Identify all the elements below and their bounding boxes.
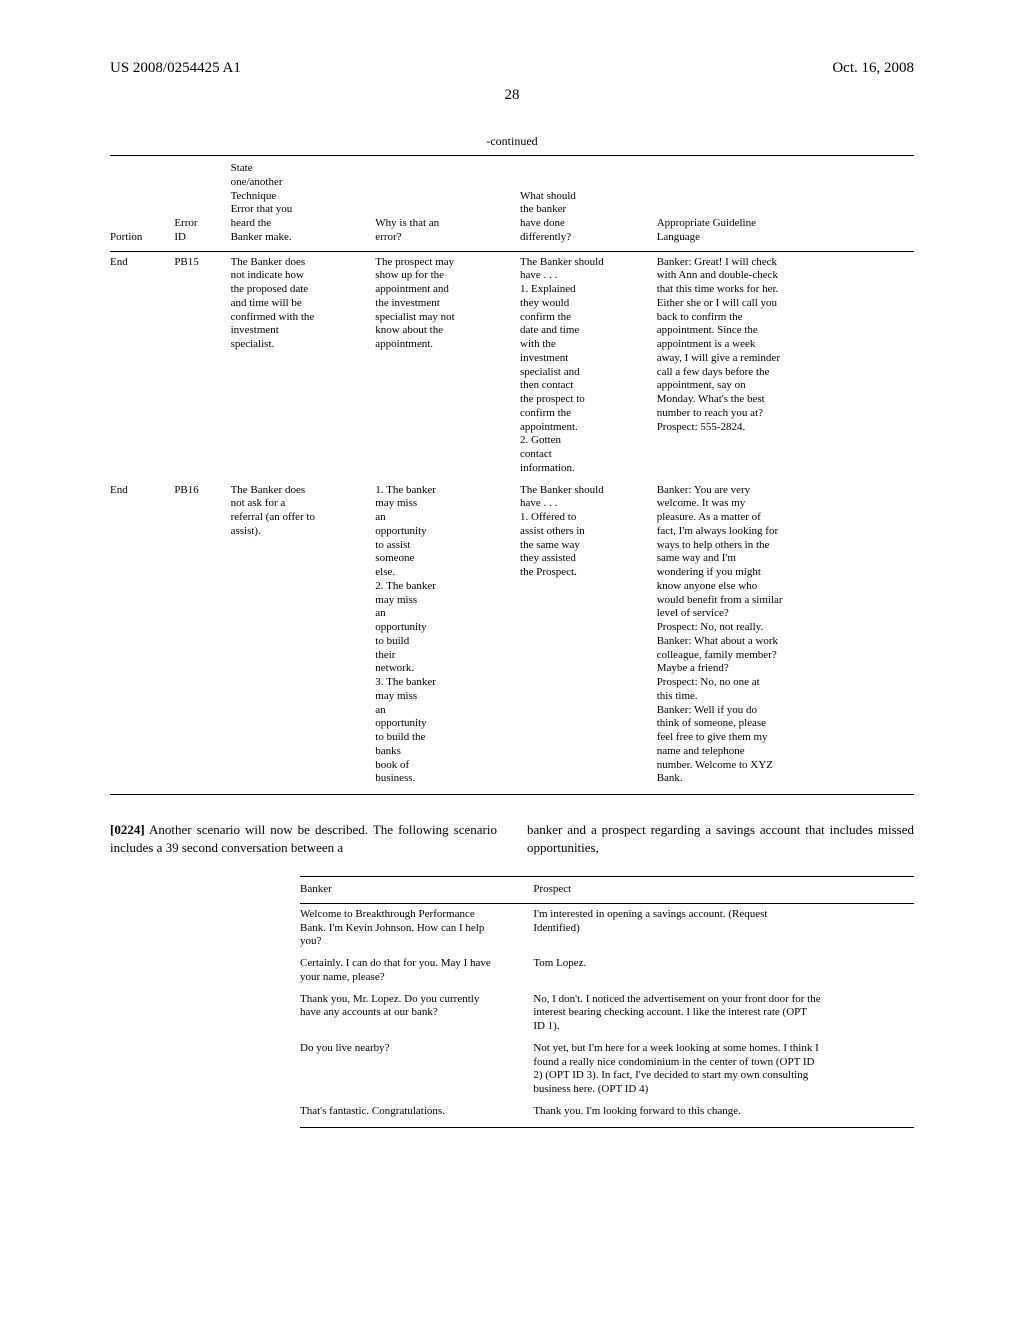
cell-should: The Banker should have . . . 1. Offered … (520, 480, 657, 795)
prospect-cell: No, I don't. I noticed the advertisement… (533, 989, 914, 1038)
conv-row: Do you live nearby? Not yet, but I'm her… (300, 1038, 914, 1101)
conv-row: Thank you, Mr. Lopez. Do you currently h… (300, 989, 914, 1038)
prospect-cell: I'm interested in opening a savings acco… (533, 903, 914, 953)
cell-technique: The Banker does not indicate how the pro… (231, 251, 376, 480)
col-should: What should the banker have done differe… (520, 156, 657, 252)
cell-error-id: PB16 (174, 480, 230, 795)
paragraph-0224: [0224] Another scenario will now be desc… (110, 821, 914, 856)
cell-should: The Banker should have . . . 1. Explaine… (520, 251, 657, 480)
paragraph-text-left: Another scenario will now be described. … (110, 822, 497, 855)
col-technique: State one/another Technique Error that y… (231, 156, 376, 252)
cell-guideline: Banker: Great! I will check with Ann and… (657, 251, 914, 480)
prospect-cell: Thank you. I'm looking forward to this c… (533, 1101, 914, 1127)
error-guideline-table: Portion Error ID State one/another Techn… (110, 155, 914, 795)
banker-cell: Thank you, Mr. Lopez. Do you currently h… (300, 989, 533, 1038)
cell-portion: End (110, 251, 174, 480)
col-prospect: Prospect (533, 877, 914, 904)
continued-label: -continued (110, 134, 914, 149)
cell-guideline: Banker: You are very welcome. It was my … (657, 480, 914, 795)
col-error-id: Error ID (174, 156, 230, 252)
table-row: End PB16 The Banker does not ask for a r… (110, 480, 914, 795)
page-number: 28 (110, 87, 914, 104)
banker-cell: Do you live nearby? (300, 1038, 533, 1101)
conv-row: That's fantastic. Congratulations. Thank… (300, 1101, 914, 1127)
table-row: End PB15 The Banker does not indicate ho… (110, 251, 914, 480)
paragraph-right-column: banker and a prospect regarding a saving… (527, 821, 914, 856)
cell-error-id: PB15 (174, 251, 230, 480)
conversation-wrapper: Banker Prospect Welcome to Breakthrough … (300, 876, 914, 1128)
cell-portion: End (110, 480, 174, 795)
publication-number: US 2008/0254425 A1 (110, 60, 241, 77)
conv-row: Welcome to Breakthrough Performance Bank… (300, 903, 914, 953)
conv-row: Certainly. I can do that for you. May I … (300, 953, 914, 989)
col-why: Why is that an error? (375, 156, 520, 252)
paragraph-number: [0224] (110, 822, 145, 837)
banker-cell: Certainly. I can do that for you. May I … (300, 953, 533, 989)
banker-cell: That's fantastic. Congratulations. (300, 1101, 533, 1127)
paragraph-left-column: [0224] Another scenario will now be desc… (110, 821, 497, 856)
table-header-row: Portion Error ID State one/another Techn… (110, 156, 914, 252)
page-header: US 2008/0254425 A1 Oct. 16, 2008 (110, 60, 914, 77)
col-banker: Banker (300, 877, 533, 904)
prospect-cell: Not yet, but I'm here for a week looking… (533, 1038, 914, 1101)
col-portion: Portion (110, 156, 174, 252)
cell-why: The prospect may show up for the appoint… (375, 251, 520, 480)
cell-technique: The Banker does not ask for a referral (… (231, 480, 376, 795)
publication-date: Oct. 16, 2008 (832, 60, 914, 77)
conv-header-row: Banker Prospect (300, 877, 914, 904)
patent-page: US 2008/0254425 A1 Oct. 16, 2008 28 -con… (0, 0, 1024, 1320)
col-guideline: Appropriate Guideline Language (657, 156, 914, 252)
paragraph-text-right: banker and a prospect regarding a saving… (527, 822, 914, 855)
cell-why: 1. The banker may miss an opportunity to… (375, 480, 520, 795)
conversation-table: Banker Prospect Welcome to Breakthrough … (300, 876, 914, 1128)
banker-cell: Welcome to Breakthrough Performance Bank… (300, 903, 533, 953)
prospect-cell: Tom Lopez. (533, 953, 914, 989)
